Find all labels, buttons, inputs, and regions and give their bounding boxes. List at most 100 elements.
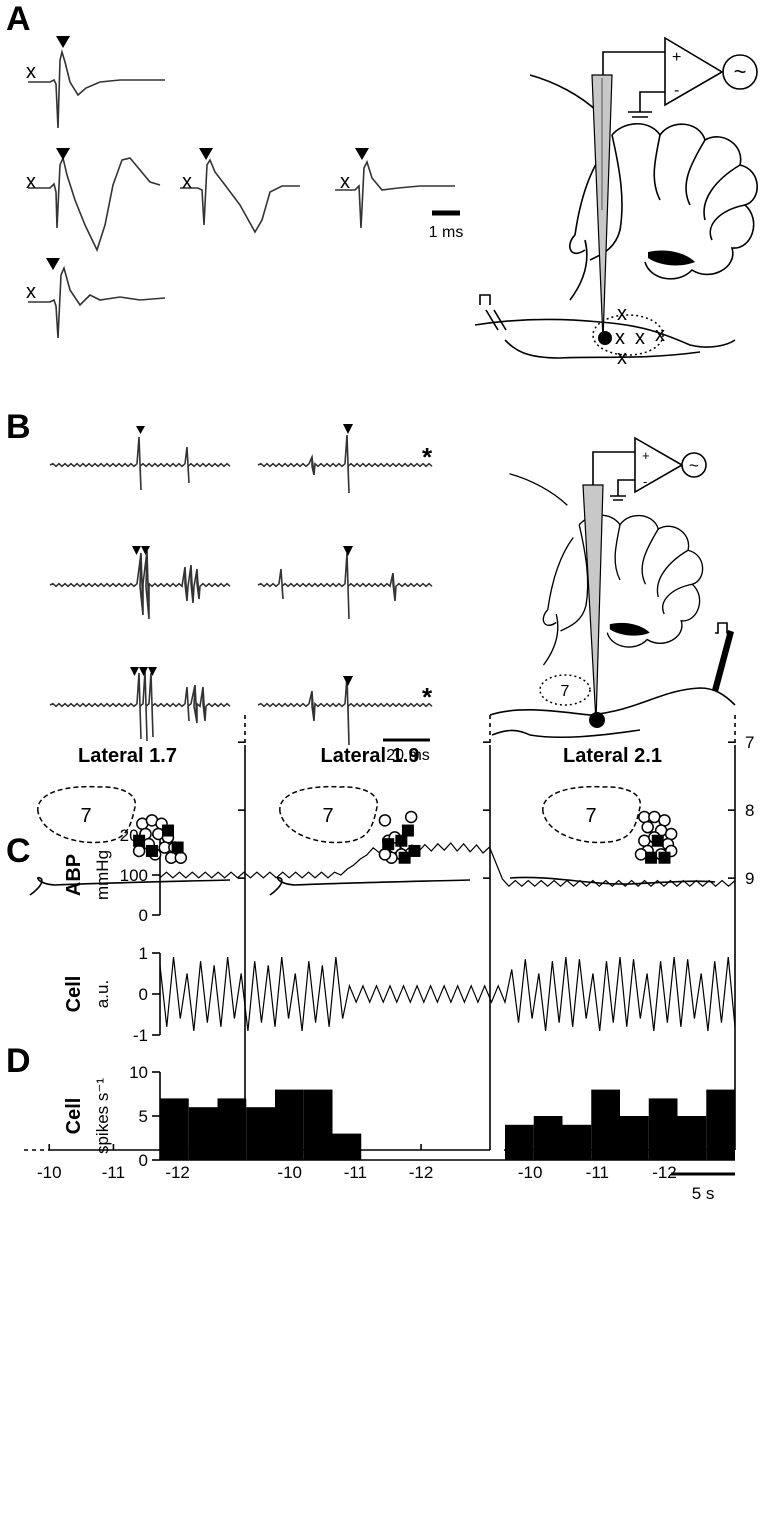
spike-trace — [28, 48, 455, 339]
y-axis-label: Cell — [63, 1098, 85, 1135]
recording-electrode — [602, 51, 665, 75]
amp-minus: - — [674, 82, 679, 99]
bar — [246, 1107, 275, 1160]
recording-electrode — [591, 36, 758, 345]
arrowhead — [141, 546, 150, 555]
bar — [188, 1107, 218, 1160]
arrowhead — [56, 36, 70, 48]
arrowhead — [139, 667, 148, 676]
trace-line — [159, 842, 736, 888]
region-label: 7 — [561, 683, 570, 700]
x-tick-label: -11 — [344, 1163, 367, 1182]
stim-electrode — [479, 294, 507, 331]
arrowhead — [132, 546, 141, 555]
cerebellum — [611, 122, 758, 280]
region-label: 7 — [322, 805, 333, 827]
y-axis-label: ABP — [63, 854, 85, 896]
bar — [303, 1089, 333, 1160]
bar — [706, 1089, 735, 1160]
data-point — [651, 834, 664, 847]
stim-mark: x — [26, 281, 36, 303]
amp-minus: - — [643, 474, 647, 489]
brainstem — [489, 674, 736, 739]
cerebellum — [709, 204, 746, 241]
y-tick-label: 0 — [139, 985, 148, 1004]
brainstem — [509, 876, 716, 885]
x-tick-label: -12 — [409, 1163, 434, 1182]
data-point — [408, 844, 421, 857]
stim-mark: x — [26, 61, 36, 83]
y-tick-label: 100 — [120, 866, 148, 885]
data-point — [634, 848, 648, 861]
data-point — [404, 810, 418, 824]
stim-electrode — [715, 622, 733, 634]
stim-mark: x — [617, 347, 627, 369]
scale-bar-label: 20 ms — [386, 747, 430, 764]
bar — [332, 1133, 362, 1160]
spike-trace — [28, 155, 161, 253]
y-tick-label: 10 — [129, 1063, 148, 1082]
data-point — [378, 814, 392, 827]
stim-mark: x — [26, 171, 36, 193]
y-tick-label: 1 — [139, 944, 148, 963]
stim-mark: x — [182, 171, 192, 193]
recording-electrode — [592, 451, 635, 485]
asterisk: * — [422, 442, 433, 472]
bar — [505, 1124, 534, 1160]
arrowhead — [343, 546, 353, 556]
chart-title: Lateral 1.9 — [321, 745, 420, 767]
data-point — [645, 851, 658, 864]
arrowhead — [130, 667, 139, 676]
y-axis-unit: mmHg — [93, 850, 112, 900]
recording-electrode — [610, 479, 635, 501]
x-tick-label: -11 — [102, 1163, 125, 1182]
brainstem — [539, 674, 591, 706]
panel-label: D — [6, 1042, 31, 1080]
nucleus-outline — [279, 785, 379, 844]
y-axis-unit: a.u. — [93, 980, 112, 1008]
arrowhead — [343, 676, 353, 686]
x-tick-label: -10 — [277, 1163, 302, 1182]
y-tick-label: 7 — [745, 733, 754, 752]
nucleus-outline — [37, 785, 137, 844]
spike-trace — [257, 434, 433, 494]
data-point — [398, 851, 411, 864]
asterisk: * — [422, 682, 433, 712]
amp-output: ~ — [689, 456, 699, 475]
spike-trace — [49, 550, 231, 620]
recording-electrode — [722, 54, 758, 90]
recording-electrode — [582, 436, 707, 728]
y-tick-label: 0 — [139, 906, 148, 925]
chart-title: Lateral 2.1 — [563, 745, 662, 767]
spike-trace — [49, 434, 433, 746]
data-point — [382, 838, 395, 851]
spike-trace — [28, 265, 166, 339]
bar — [591, 1089, 620, 1160]
stim-electrode — [712, 622, 734, 692]
trace-line — [159, 957, 736, 1031]
data-point — [658, 851, 671, 864]
region-label: 7 — [80, 805, 91, 827]
y-tick-label: 5 — [139, 1107, 148, 1126]
cerebellum — [703, 164, 741, 221]
brainstem — [269, 876, 471, 896]
data-point — [664, 827, 678, 841]
spike-trace — [257, 552, 433, 620]
panel-label: A — [6, 0, 31, 38]
brainstem — [592, 314, 664, 356]
brainstem — [489, 687, 736, 716]
x-tick-label: -10 — [37, 1163, 62, 1182]
amp-plus: + — [642, 448, 650, 463]
brainstem — [474, 314, 736, 359]
bar — [562, 1124, 592, 1160]
x-tick-label: -12 — [165, 1163, 190, 1182]
cerebellum — [648, 250, 695, 266]
region-label: 7 — [585, 805, 596, 827]
x-tick-label: -10 — [518, 1163, 543, 1182]
spike-trace — [257, 676, 433, 746]
brainstem — [474, 318, 736, 348]
x-tick-label: -11 — [586, 1163, 609, 1182]
recording-electrode — [681, 452, 707, 478]
data-point — [174, 851, 188, 864]
data-point — [641, 820, 654, 834]
